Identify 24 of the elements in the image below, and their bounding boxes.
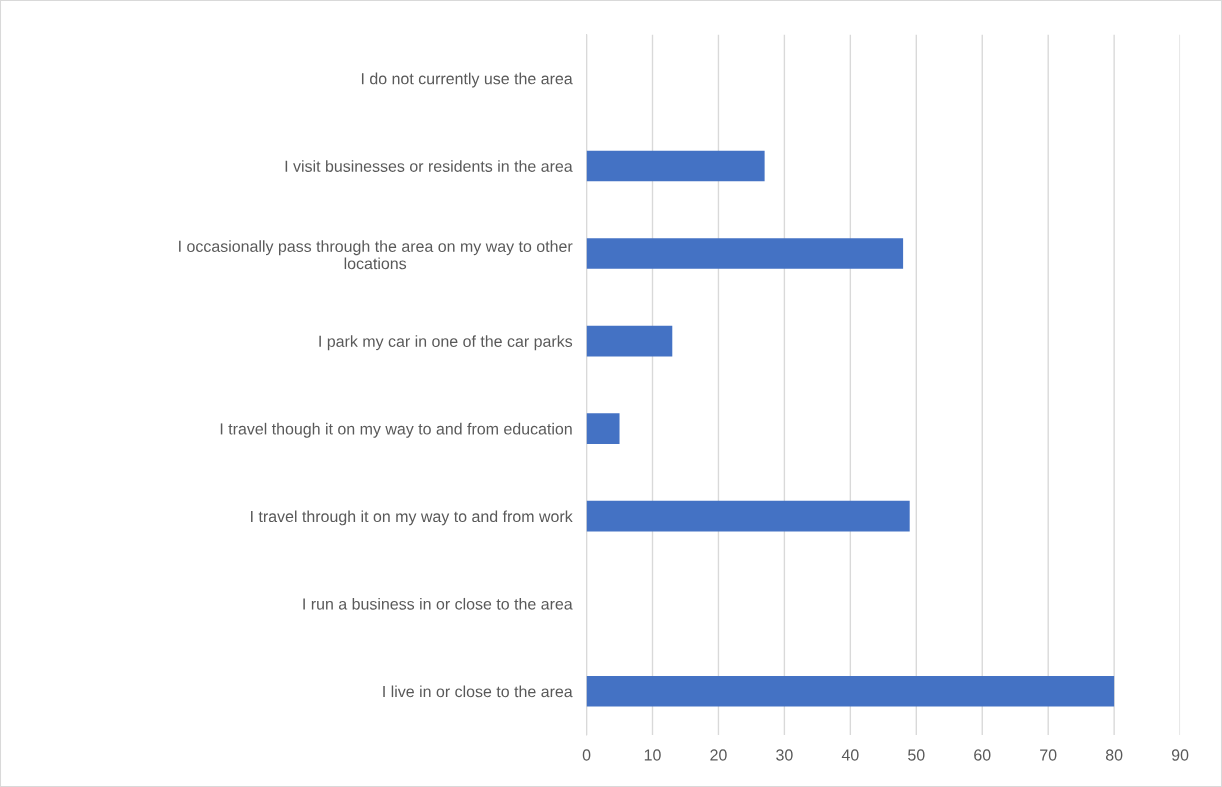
bar — [586, 150, 765, 182]
x-tick-label: 10 — [644, 749, 661, 761]
bar — [586, 500, 910, 532]
y-tick-label: I travel through it on my way to and from work — [251, 510, 573, 526]
x-tick-label: 20 — [710, 749, 727, 761]
x-tick-label: 30 — [776, 749, 793, 761]
x-tick-label: 60 — [974, 749, 991, 761]
bar — [586, 413, 620, 444]
y-tick-label: I do not currently use the area — [361, 72, 573, 88]
bar — [586, 325, 673, 357]
x-tick-label: 40 — [841, 749, 859, 761]
y-tick-label: I visit businesses or residents in the area — [285, 160, 573, 172]
bar — [586, 238, 904, 269]
x-tick-label: 70 — [1040, 749, 1057, 761]
y-tick-label: I live in or close to the area — [383, 685, 573, 698]
y-tick-label: I occasionally pass through the area on my way to other locations — [179, 240, 573, 270]
y-tick-label: I run a business in or close to the area — [303, 597, 573, 610]
x-tick-label: 80 — [1105, 749, 1123, 761]
y-tick-label: I park my car in one of the car parks — [319, 335, 573, 351]
y-tick-label: I travel though it on my way to and from education — [220, 422, 572, 438]
bar — [586, 675, 1115, 707]
x-tick-label: 0 — [582, 749, 591, 761]
x-tick-label: 50 — [908, 749, 925, 761]
x-tick-label: 90 — [1171, 749, 1189, 761]
